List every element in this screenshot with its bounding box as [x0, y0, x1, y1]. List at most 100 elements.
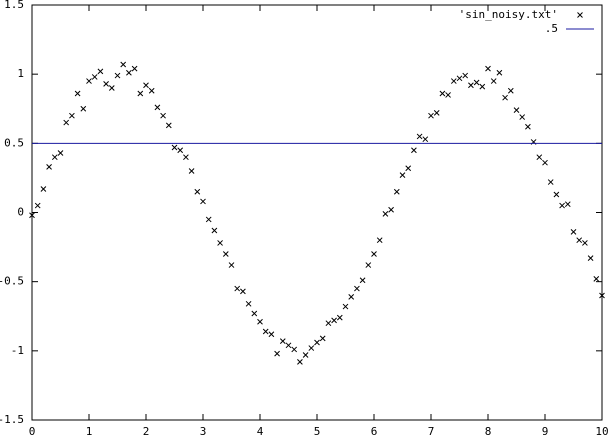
data-point: [160, 112, 166, 119]
data-point: [308, 345, 315, 351]
data-point: [547, 179, 554, 185]
data-point: [388, 206, 394, 213]
data-point: [542, 159, 548, 166]
data-point: [399, 172, 406, 179]
data-point: [120, 61, 127, 68]
data-point: [325, 320, 332, 327]
y-tick-label: 1.5: [4, 0, 24, 11]
data-point: [103, 80, 109, 87]
data-point: [433, 110, 440, 116]
legend-label: 'sin_noisy.txt': [459, 8, 558, 21]
data-point: [450, 78, 457, 84]
data-point: [137, 90, 144, 97]
data-point: [194, 188, 201, 195]
x-tick-label: 9: [542, 425, 549, 437]
data-point: [46, 163, 52, 170]
data-point: [268, 331, 275, 338]
data-point: [251, 310, 258, 317]
data-point: [365, 262, 372, 268]
data-point: [91, 74, 98, 80]
data-point: [171, 144, 178, 151]
data-point: [297, 359, 303, 365]
data-point: [599, 292, 605, 299]
data-point: [114, 72, 121, 79]
data-point: [131, 65, 138, 72]
data-point: [234, 285, 241, 292]
x-tick-label: 8: [485, 425, 492, 437]
data-point: [29, 212, 35, 219]
data-point: [587, 255, 594, 262]
legend-marker: [577, 12, 583, 18]
data-point: [319, 335, 326, 342]
data-point: [462, 72, 469, 79]
y-tick-label: 0: [17, 206, 24, 219]
data-point: [359, 277, 366, 284]
data-point: [468, 82, 474, 89]
data-point: [485, 65, 491, 72]
data-point: [262, 328, 269, 335]
data-point: [553, 191, 560, 198]
data-point: [576, 237, 583, 244]
data-point: [57, 150, 64, 156]
plot-border: [31, 4, 603, 421]
data-point: [274, 350, 280, 357]
data-point: [228, 262, 235, 268]
data-point: [177, 147, 184, 154]
x-tick-label: 7: [428, 425, 435, 437]
data-point: [479, 83, 486, 90]
data-point: [205, 216, 212, 223]
data-point: [348, 294, 355, 300]
data-point: [143, 82, 149, 89]
data-point: [570, 229, 577, 235]
data-point: [240, 288, 246, 295]
y-tick-label: -1.5: [0, 413, 24, 426]
y-tick-label: -1: [11, 344, 24, 357]
data-point: [148, 87, 155, 94]
data-point: [496, 69, 503, 76]
x-tick-label: 6: [371, 425, 378, 437]
data-point: [200, 198, 206, 205]
data-point: [382, 211, 389, 217]
x-tick-label: 3: [200, 425, 207, 437]
data-point: [217, 240, 223, 246]
data-point: [165, 122, 172, 129]
data-point: [564, 201, 571, 208]
data-point: [411, 147, 417, 154]
data-point: [108, 85, 115, 91]
data-point: [126, 69, 132, 76]
y-tick-label: 1: [17, 67, 24, 80]
data-point: [354, 285, 360, 292]
data-point: [376, 237, 383, 244]
data-point: [279, 338, 286, 345]
data-point: [40, 186, 47, 192]
x-tick-label: 4: [257, 425, 264, 437]
data-point: [536, 154, 543, 161]
data-point: [342, 303, 349, 310]
data-point: [416, 133, 423, 140]
data-point: [86, 78, 92, 84]
data-point: [331, 317, 337, 324]
data-point: [422, 136, 429, 143]
data-point: [507, 87, 514, 94]
data-point: [51, 154, 58, 161]
data-point: [490, 78, 497, 84]
y-tick-label: 0.5: [4, 136, 24, 149]
data-point: [154, 104, 161, 111]
data-point: [336, 314, 343, 321]
data-point: [34, 202, 41, 209]
data-point: [502, 94, 508, 101]
data-point: [314, 339, 320, 346]
data-point: [405, 165, 412, 172]
data-point: [183, 154, 189, 161]
data-point: [291, 346, 298, 353]
data-point: [393, 188, 400, 195]
data-point: [439, 90, 446, 97]
data-point: [97, 68, 104, 75]
data-point: [69, 112, 75, 119]
data-point: [222, 251, 229, 257]
legend-label: .5: [545, 22, 558, 35]
data-point: [302, 352, 309, 358]
x-tick-label: 5: [314, 425, 321, 437]
data-point: [80, 105, 87, 112]
